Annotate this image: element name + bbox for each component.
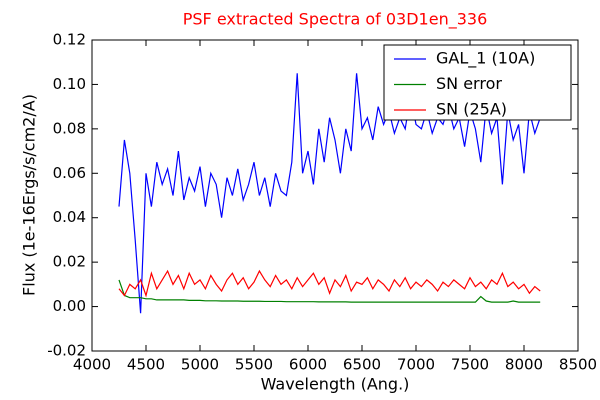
x-tick-label: 4500 (127, 356, 165, 374)
y-tick-label: 0.04 (53, 208, 86, 226)
legend-box (383, 44, 572, 121)
y-tick-label: 0.06 (53, 164, 86, 182)
legend-label: GAL_1 (10A) (436, 49, 535, 69)
x-tick-label: 4000 (73, 356, 111, 374)
y-axis-label: Flux (1e-16Ergs/s/cm2/A) (20, 94, 39, 296)
x-tick-label: 7500 (451, 356, 489, 374)
y-tick-label: -0.02 (47, 342, 86, 360)
legend-label: SN (25A) (436, 100, 507, 119)
plot-frame (91, 39, 579, 352)
y-tick-label: 0.10 (53, 75, 86, 93)
y-tick-label: 0.02 (53, 253, 86, 271)
x-tick-label: 6500 (343, 356, 381, 374)
series-line (118, 279, 541, 303)
x-tick-label: 8500 (559, 356, 597, 374)
x-tick-label: 5500 (235, 356, 273, 374)
y-tick-label: 0.12 (53, 31, 86, 49)
y-tick-label: 0.08 (53, 119, 86, 137)
legend-label: SN error (436, 74, 502, 93)
x-axis-label: Wavelength (Ang.) (261, 375, 410, 394)
x-tick-label: 7000 (397, 356, 435, 374)
y-tick-label: 0.00 (53, 297, 86, 315)
x-tick-label: 8000 (505, 356, 543, 374)
x-tick-label: 6000 (289, 356, 327, 374)
x-tick-label: 5000 (181, 356, 219, 374)
series-line (118, 269, 541, 298)
chart-title: PSF extracted Spectra of 03D1en_336 (183, 10, 488, 30)
